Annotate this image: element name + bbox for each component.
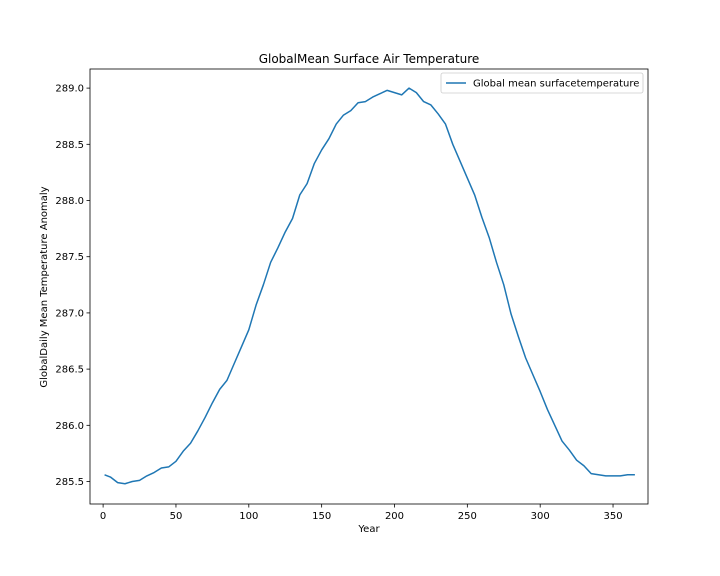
y-tick-label: 285.5	[55, 477, 84, 488]
legend: Global mean surfacetemperature	[440, 72, 644, 94]
x-axis-label: Year	[357, 524, 380, 535]
y-tick-label: 288.0	[55, 196, 84, 207]
x-tick-label: 150	[312, 511, 331, 522]
x-tick-label: 200	[385, 511, 404, 522]
x-tick-label: 0	[100, 511, 106, 522]
legend-label: Global mean surfacetemperature	[473, 79, 639, 90]
x-tick-label: 250	[458, 511, 477, 522]
y-tick-label: 289.0	[55, 84, 84, 95]
plot-frame	[89, 68, 649, 505]
y-tick-label: 286.0	[55, 421, 84, 432]
x-axis: 0 50 100 150 200 250 300 350	[100, 504, 623, 522]
y-tick-label: 287.0	[55, 308, 84, 319]
x-tick-label: 350	[603, 511, 622, 522]
chart-title: GlobalMean Surface Air Temperature	[259, 52, 480, 66]
x-tick-label: 100	[239, 511, 258, 522]
y-axis: 285.5 286.0 286.5 287.0 287.5 288.0 288.5 289.0	[55, 84, 90, 488]
x-tick-label: 300	[531, 511, 550, 522]
y-axis-label: GlobalDaily Mean Temperature Anomaly	[39, 186, 50, 387]
y-tick-label: 287.5	[55, 252, 84, 263]
legend-box	[440, 72, 644, 94]
y-tick-label: 286.5	[55, 365, 84, 376]
series-line-0	[104, 87, 635, 485]
y-tick-label: 288.5	[55, 140, 84, 151]
x-tick-label: 50	[170, 511, 183, 522]
plot-area	[104, 87, 635, 485]
